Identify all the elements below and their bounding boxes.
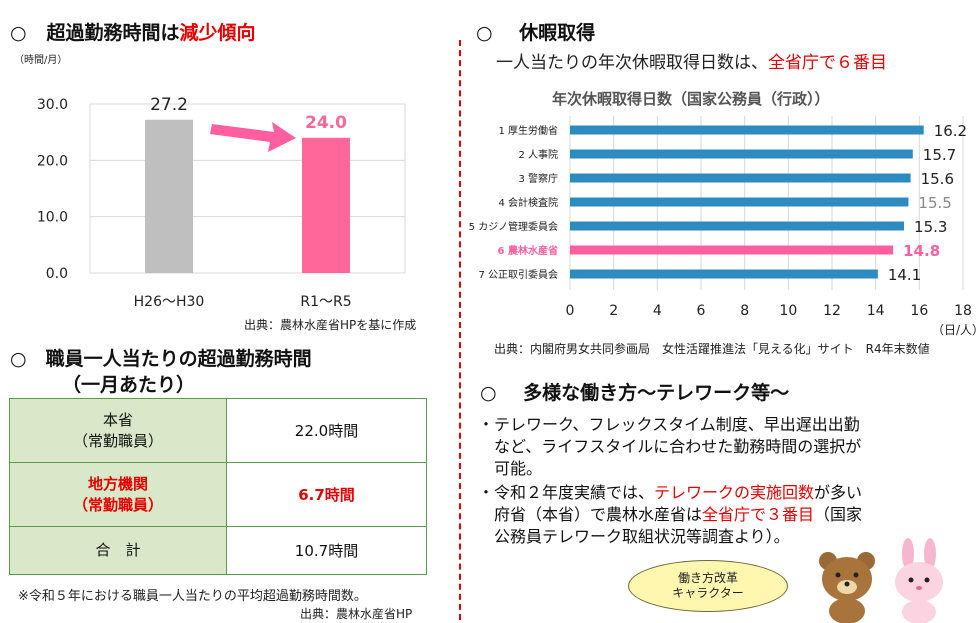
table-note: ※令和５年における職員一人当たりの平均超過勤務時間数。 xyxy=(18,589,367,604)
overtime-chart: 0.0 10.0 20.0 30.0 27.2 24.0 H26～H30 R1～R5 xyxy=(37,95,406,310)
decrease-arrow-icon xyxy=(210,122,296,152)
x-tick-label: 10 xyxy=(779,303,797,319)
character-speech-bubble: 働き方改革 キャラクター xyxy=(628,560,788,612)
bar xyxy=(570,245,894,255)
x-tick-label: 2 xyxy=(609,303,618,319)
y-tick-label: 5 カジノ管理委員会 xyxy=(469,220,558,233)
x-tick-label: 12 xyxy=(823,303,841,319)
table-cell-label: 本省 （常勤職員） xyxy=(9,398,227,463)
leave-subtitle: 一人当たりの年次休暇取得日数は、全省庁で６番目 xyxy=(496,53,887,73)
work-style-title: ○ 多様な働き方～テレワーク等～ xyxy=(480,382,790,404)
x-tick-label: 14 xyxy=(867,303,885,319)
table-row: 地方機関 （常勤職員） 6.7時間 xyxy=(9,462,427,527)
bar xyxy=(570,173,911,183)
y-tick-label: 6 農林水産省 xyxy=(498,244,558,257)
data-label: 15.7 xyxy=(923,146,956,164)
table-source: 出典：農林水産省HP xyxy=(300,607,413,621)
data-label: 15.5 xyxy=(918,194,951,212)
overtime-chart-unit: （時間/月） xyxy=(14,55,68,66)
telework-paragraph-2: ・令和２年度実績では、テレワークの実施回数が多い 府省（本省）で農林水産省は全省… xyxy=(478,483,863,546)
x-tick-label: 16 xyxy=(910,303,928,319)
x-tick-label: 6 xyxy=(697,303,706,319)
x-tick-label: 18 xyxy=(954,303,972,319)
table-row: 合 計 10.7時間 xyxy=(9,526,427,575)
telework-paragraph-1: ・テレワーク、フレックスタイム制度、早出遅出出勤 など、ライフスタイルに合わせた… xyxy=(478,415,862,478)
bar xyxy=(570,221,905,231)
column-divider xyxy=(459,40,461,620)
bar xyxy=(145,119,193,273)
x-tick-label: 8 xyxy=(740,303,749,319)
table-cell-value: 6.7時間 xyxy=(226,462,427,527)
data-label: 14.8 xyxy=(903,242,940,260)
bear-mascot-icon xyxy=(819,552,875,623)
x-tick-label: R1～R5 xyxy=(300,294,351,310)
bar xyxy=(302,137,350,273)
leave-chart-title: 年次休暇取得日数（国家公務員（行政）） xyxy=(552,90,830,108)
data-label: 24.0 xyxy=(305,113,347,133)
table-title-line2: （一月あたり） xyxy=(62,374,196,396)
y-tick-label: 4 会計検査院 xyxy=(498,196,558,209)
y-tick-label: 3 警察庁 xyxy=(518,172,558,185)
table-cell-value: 22.0時間 xyxy=(226,398,427,463)
y-tick-label: 30.0 xyxy=(37,97,68,113)
table-cell-label: 地方機関 （常勤職員） xyxy=(9,462,227,527)
table-row: 本省 （常勤職員） 22.0時間 xyxy=(9,398,427,463)
y-tick-label: 20.0 xyxy=(37,153,68,169)
data-label: 14.1 xyxy=(888,266,921,284)
rabbit-mascot-icon xyxy=(895,538,943,623)
y-tick-label: 0.0 xyxy=(46,266,68,282)
bar xyxy=(570,269,878,279)
table-cell-value: 10.7時間 xyxy=(226,526,427,575)
bar xyxy=(570,125,924,135)
y-tick-label: 7 公正取引委員会 xyxy=(478,268,558,281)
bar xyxy=(570,149,913,159)
leave-unit: （日/人） xyxy=(932,323,979,337)
table-title-line1: ○ 職員一人当たりの超過勤務時間 xyxy=(10,348,312,370)
y-tick-label: 1 厚生労働省 xyxy=(498,124,558,137)
leave-chart: 1 厚生労働省 2 人事院 3 警察庁 4 会計検査院 5 カジノ管理委員会 6 農林水産… xyxy=(469,116,972,319)
bar xyxy=(570,197,909,207)
y-tick-label: 10.0 xyxy=(37,210,68,226)
overtime-table: 本省 （常勤職員） 22.0時間 地方機関 （常勤職員） 6.7時間 合 計 10.… xyxy=(9,398,427,575)
x-tick-label: H26～H30 xyxy=(134,294,205,310)
table-cell-label: 合 計 xyxy=(9,526,227,575)
leave-title: ○ 休暇取得 xyxy=(476,22,596,44)
leave-source: 出典：内閣府男女共同参画局 女性活躍推進法「見える化」サイト R4年末数値 xyxy=(494,342,930,356)
data-label: 15.6 xyxy=(921,170,954,188)
overtime-source: 出典：農林水産省HPを基に作成 xyxy=(244,318,417,332)
y-tick-label: 2 人事院 xyxy=(518,148,558,161)
data-label: 27.2 xyxy=(150,95,188,115)
x-tick-label: 4 xyxy=(653,303,662,319)
data-label: 15.3 xyxy=(914,218,947,236)
overtime-title: ○ 超過勤務時間は減少傾向 xyxy=(10,22,256,44)
x-tick-label: 0 xyxy=(566,303,575,319)
data-label: 16.2 xyxy=(934,122,967,140)
